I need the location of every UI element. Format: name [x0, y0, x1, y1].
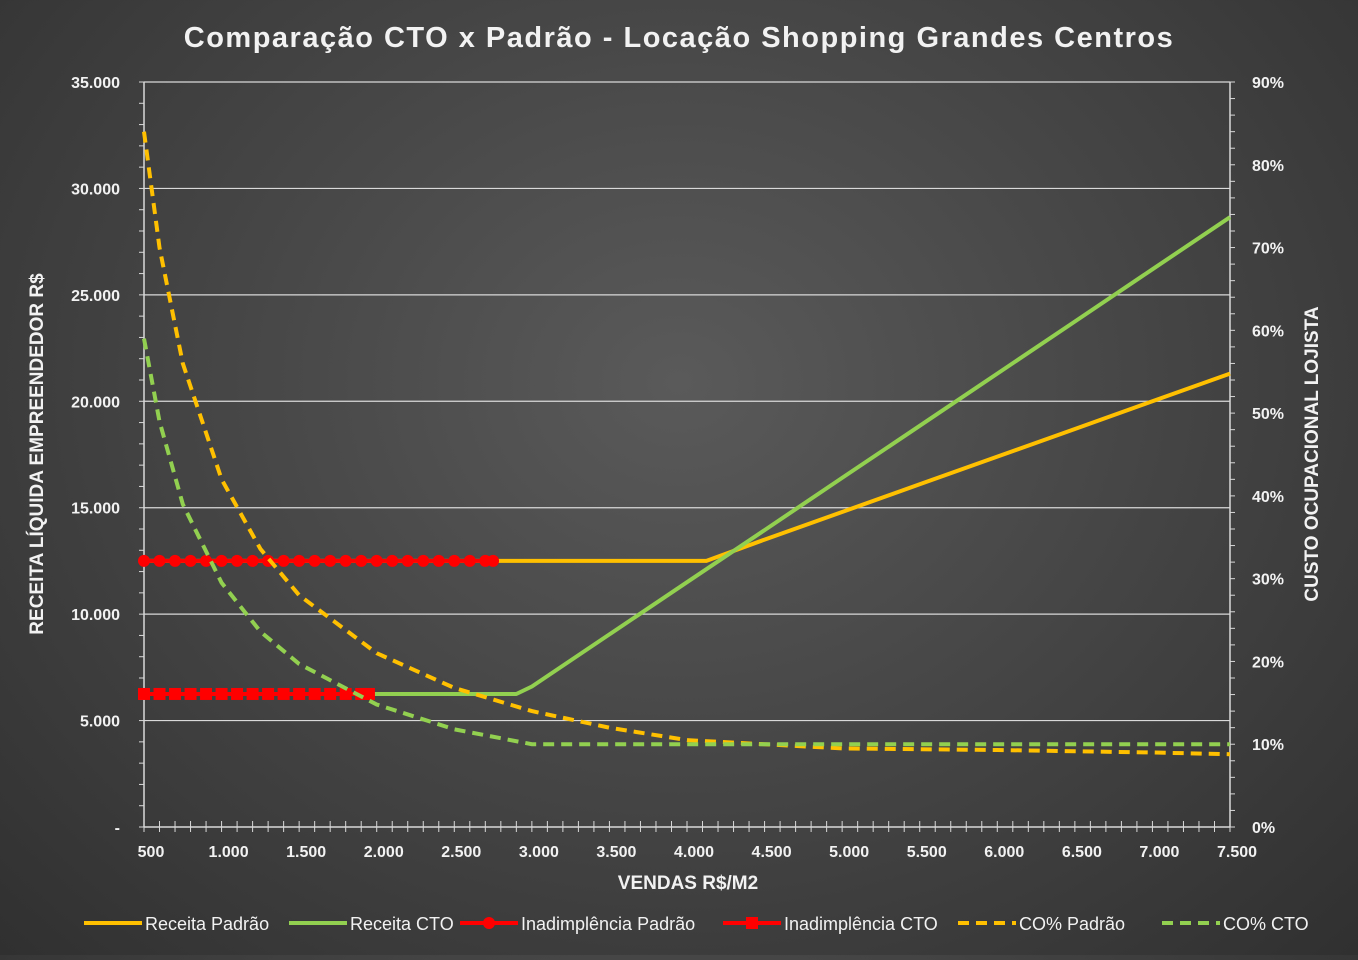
- y-tick-label: 30.000: [71, 181, 120, 198]
- y2-tick-label: 20%: [1252, 654, 1284, 671]
- marker-inadimplencia-padrao: [448, 554, 461, 567]
- marker-inadimplencia-cto: [324, 687, 337, 700]
- marker-inadimplencia-padrao: [432, 554, 445, 567]
- y2-tick-label: 40%: [1252, 489, 1284, 506]
- x-tick-label: 5.000: [829, 844, 869, 861]
- marker-inadimplencia-cto: [169, 687, 182, 700]
- marker-inadimplencia-cto: [339, 687, 352, 700]
- y2-tick-label: 80%: [1252, 158, 1284, 175]
- marker-inadimplencia-padrao: [401, 554, 414, 567]
- marker-inadimplencia-padrao: [184, 554, 197, 567]
- marker-inadimplencia-cto: [184, 687, 197, 700]
- y-tick-label: -: [115, 820, 120, 837]
- y-tick-label: 35.000: [71, 75, 120, 92]
- legend-label-co-cto: CO% CTO: [1223, 914, 1309, 934]
- y2-tick-label: 60%: [1252, 323, 1284, 340]
- legend-marker-inadimplencia-cto: [746, 917, 758, 929]
- marker-inadimplencia-padrao: [231, 554, 244, 567]
- marker-inadimplencia-cto: [231, 687, 244, 700]
- x-tick-label: 3.500: [596, 844, 636, 861]
- y-tick-label: 15.000: [71, 501, 120, 518]
- marker-inadimplencia-cto: [215, 687, 228, 700]
- marker-inadimplencia-padrao: [169, 554, 182, 567]
- series-layer: [138, 131, 1232, 757]
- x-tick-label: 1.500: [286, 844, 326, 861]
- y2-tick-label: 30%: [1252, 572, 1284, 589]
- marker-inadimplencia-padrao: [215, 554, 228, 567]
- marker-inadimplencia-padrao: [246, 554, 259, 567]
- marker-inadimplencia-cto: [200, 687, 213, 700]
- marker-inadimplencia-cto: [362, 687, 375, 700]
- marker-inadimplencia-padrao: [417, 554, 430, 567]
- marker-inadimplencia-padrao: [355, 554, 368, 567]
- marker-inadimplencia-padrao: [487, 554, 500, 567]
- x-axis-title: VENDAS R$/M2: [618, 873, 758, 894]
- y2-tick-label: 90%: [1252, 75, 1284, 92]
- marker-inadimplencia-padrao: [463, 554, 476, 567]
- axes: - 5.000 10.000 15.000 20.000 25.000 30.000 35.0…: [71, 75, 1284, 861]
- x-tick-label: 4.000: [674, 844, 714, 861]
- marker-inadimplencia-padrao: [324, 554, 337, 567]
- legend-label-inadimplencia-cto: Inadimplência CTO: [784, 914, 938, 934]
- marker-inadimplencia-cto: [308, 687, 321, 700]
- legend-label-receita-cto: Receita CTO: [350, 914, 454, 934]
- x-tick-label: 2.500: [441, 844, 481, 861]
- marker-inadimplencia-cto: [153, 687, 166, 700]
- y-tick-label: 5.000: [80, 714, 120, 731]
- chart-title: Comparação CTO x Padrão - Locação Shoppi…: [184, 22, 1175, 54]
- marker-inadimplencia-cto: [246, 687, 259, 700]
- marker-inadimplencia-padrao: [200, 554, 213, 567]
- x-tick-label: 5.500: [907, 844, 947, 861]
- legend-label-inadimplencia-padrao: Inadimplência Padrão: [521, 914, 695, 934]
- marker-inadimplencia-padrao: [308, 554, 321, 567]
- x-tick-label: 1.000: [209, 844, 249, 861]
- legend-marker-inadimplencia-padrao: [483, 917, 495, 929]
- legend-label-co-padrao: CO% Padrão: [1019, 914, 1125, 934]
- x-tick-label: 7.000: [1139, 844, 1179, 861]
- x-tick-label: 6.500: [1062, 844, 1102, 861]
- y-axis-title: RECEITA LÍQUIDA EMPREENDEDOR R$: [26, 273, 48, 635]
- x-tick-label: 7.500: [1217, 844, 1257, 861]
- y2-tick-label: 0%: [1252, 820, 1275, 837]
- marker-inadimplencia-padrao: [339, 554, 352, 567]
- x-tick-label: 500: [138, 844, 165, 861]
- x-tick-label: 2.000: [364, 844, 404, 861]
- marker-inadimplencia-padrao: [277, 554, 290, 567]
- marker-inadimplencia-cto: [262, 687, 275, 700]
- y-tick-label: 25.000: [71, 288, 120, 305]
- series-line-co-padrao: [142, 131, 1231, 757]
- y-tick-label: 20.000: [71, 394, 120, 411]
- legend-label-receita-padrao: Receita Padrão: [145, 914, 269, 934]
- y2-tick-label: 70%: [1252, 241, 1284, 258]
- legend: Receita Padrão Receita CTO Inadimplência P…: [84, 914, 1309, 934]
- marker-inadimplencia-cto: [293, 687, 306, 700]
- x-tick-label: 4.500: [752, 844, 792, 861]
- marker-inadimplencia-padrao: [370, 554, 383, 567]
- series-line-co-cto: [142, 338, 1230, 747]
- grid-lines: [144, 81, 1230, 722]
- y2-tick-label: 50%: [1252, 406, 1284, 423]
- y-tick-label: 10.000: [71, 607, 120, 624]
- marker-inadimplencia-cto: [277, 687, 290, 700]
- y2-tick-label: 10%: [1252, 737, 1284, 754]
- marker-inadimplencia-padrao: [138, 554, 150, 567]
- x-tick-label: 6.000: [984, 844, 1024, 861]
- marker-inadimplencia-padrao: [386, 554, 399, 567]
- x-tick-label: 3.000: [519, 844, 559, 861]
- marker-inadimplencia-cto: [138, 687, 150, 700]
- marker-inadimplencia-padrao: [293, 554, 306, 567]
- marker-inadimplencia-padrao: [153, 554, 166, 567]
- y2-axis-title: CUSTO OCUPACIONAL LOJISTA: [1302, 306, 1323, 602]
- series-line-receita-cto: [144, 215, 1232, 696]
